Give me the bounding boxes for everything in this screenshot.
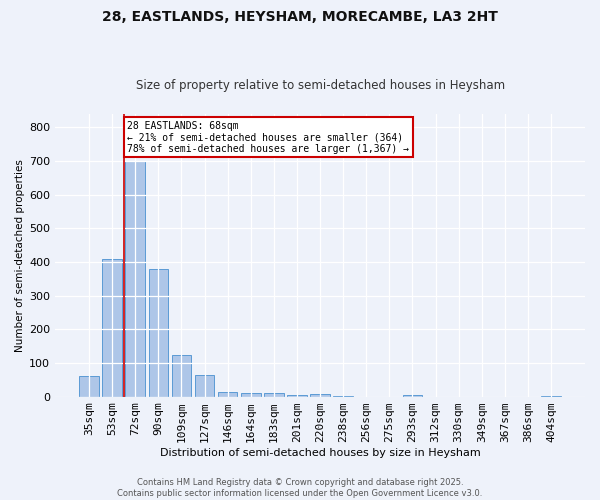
Bar — [241, 392, 260, 396]
X-axis label: Distribution of semi-detached houses by size in Heysham: Distribution of semi-detached houses by … — [160, 448, 481, 458]
Bar — [172, 354, 191, 397]
Bar — [103, 258, 122, 396]
Bar — [195, 374, 214, 396]
Y-axis label: Number of semi-detached properties: Number of semi-detached properties — [15, 159, 25, 352]
Text: 28 EASTLANDS: 68sqm
← 21% of semi-detached houses are smaller (364)
78% of semi-: 28 EASTLANDS: 68sqm ← 21% of semi-detach… — [127, 120, 409, 154]
Bar — [287, 395, 307, 396]
Bar — [125, 161, 145, 396]
Text: Contains HM Land Registry data © Crown copyright and database right 2025.
Contai: Contains HM Land Registry data © Crown c… — [118, 478, 482, 498]
Bar — [403, 395, 422, 396]
Text: 28, EASTLANDS, HEYSHAM, MORECAMBE, LA3 2HT: 28, EASTLANDS, HEYSHAM, MORECAMBE, LA3 2… — [102, 10, 498, 24]
Bar — [79, 376, 99, 396]
Bar — [264, 393, 284, 396]
Bar — [310, 394, 330, 396]
Bar — [218, 392, 238, 396]
Title: Size of property relative to semi-detached houses in Heysham: Size of property relative to semi-detach… — [136, 79, 505, 92]
Bar — [149, 268, 168, 396]
